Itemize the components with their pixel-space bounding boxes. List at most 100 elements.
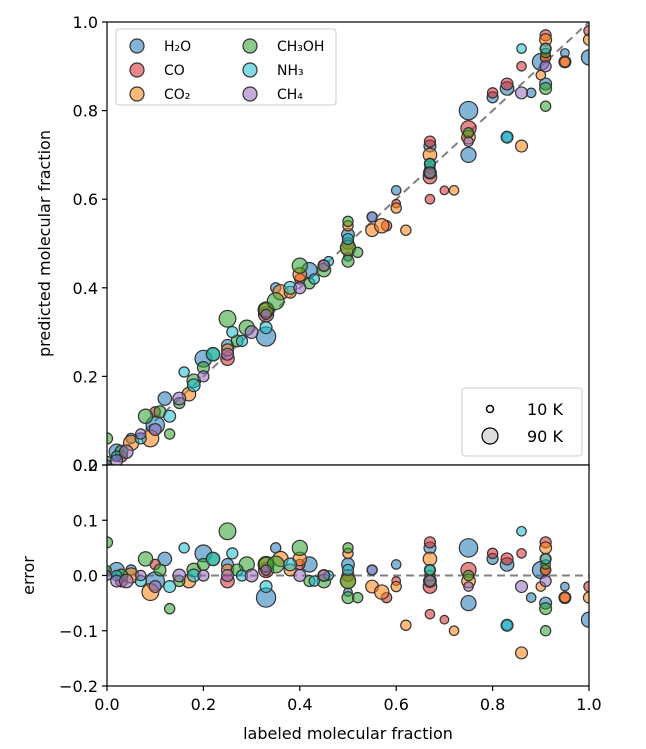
size-legend-label-large: 90 K [527, 427, 563, 446]
error-point-s0-p20 [580, 611, 589, 628]
error-point-s5-p3 [135, 569, 147, 582]
size-legend-marker-large [481, 427, 499, 445]
point-s5-p4 [148, 423, 162, 437]
bottom-y-axis-label: error [19, 556, 38, 595]
point-s5-p6 [197, 370, 210, 383]
error-point-s3-p21 [462, 569, 475, 582]
point-s5-p12 [366, 211, 378, 223]
x-tick-label: 0.0 [94, 695, 119, 714]
point-s3-p25 [163, 428, 176, 440]
error-point-s3-p23 [539, 625, 552, 637]
point-s2-p15 [448, 185, 460, 196]
point-s3-p23 [539, 100, 552, 112]
point-s5-p3 [135, 428, 147, 440]
error-point-s5-p5 [172, 568, 187, 583]
point-s0-p3 [157, 391, 173, 406]
point-s1-p9 [424, 193, 436, 205]
point-s5-p15 [514, 86, 529, 100]
legend-label-1: CO [164, 63, 185, 79]
point-s3-p11 [266, 292, 285, 311]
color-legend-box [115, 28, 337, 106]
point-s0-p14 [460, 146, 477, 164]
point-s2-p25 [535, 69, 547, 81]
bottom-y-tick-label: −0.2 [59, 677, 98, 696]
point-s4-p2 [163, 409, 177, 423]
point-s3-p17 [341, 254, 355, 268]
point-s1-p7 [423, 135, 437, 148]
x-tick-label: 1.0 [576, 695, 601, 714]
error-point-s5-p2 [118, 573, 134, 589]
point-s4-p13 [516, 43, 527, 54]
error-point-s5-p11 [317, 569, 331, 582]
point-s3-p15 [342, 215, 354, 228]
top-y-tick-label: 0.6 [73, 190, 98, 209]
top-y-axis-label: predicted molecular fraction [35, 130, 54, 357]
top-y-tick-label: 0.4 [73, 279, 98, 298]
error-point-s1-p19 [439, 614, 450, 625]
point-s4-p16 [226, 325, 239, 339]
point-s5-p2 [118, 444, 134, 460]
point-s3-p22 [539, 81, 553, 95]
point-s3-p3 [137, 408, 154, 425]
error-point-s5-p10 [293, 568, 307, 583]
error-point-s1-p16 [583, 580, 589, 593]
error-point-s3-p3 [137, 551, 154, 567]
error-point-s1-p7 [423, 536, 437, 549]
error-point-s4-p13 [516, 525, 527, 537]
point-s0-p11 [390, 185, 402, 196]
point-s4-p12 [500, 130, 514, 144]
error-point-s2-p24 [400, 619, 412, 631]
legend-marker-0 [129, 38, 145, 54]
point-s5-p10 [293, 281, 307, 295]
point-s2-p21 [559, 56, 571, 68]
error-point-s5-p6 [197, 569, 210, 582]
point-s2-p22 [582, 33, 589, 46]
bottom-y-ticks: −0.2 −0.1 0.0 0.1 0.2 [59, 456, 107, 696]
size-legend-label-small: 10 K [527, 400, 563, 419]
point-s4-p8 [308, 273, 320, 285]
point-s4-p4 [205, 346, 221, 362]
size-legend: 10 K 90 K [461, 387, 583, 457]
error-point-s5-p4 [148, 580, 162, 594]
error-point-s2-p13 [422, 551, 438, 567]
point-s5-p5 [172, 391, 187, 406]
error-point-s4-p4 [205, 551, 221, 567]
error-point-s3-p22 [539, 602, 553, 616]
error-point-s0-p11 [390, 559, 402, 570]
point-s5-p16 [539, 60, 552, 73]
point-s1-p12 [500, 77, 514, 91]
error-point-s1-p11 [486, 547, 499, 560]
bottom-panel: −0.2−0.10.00.10.2 0.0 0.2 0.4 0.6 0.8 1.0 err… [19, 456, 602, 743]
point-s2-p24 [400, 224, 412, 236]
error-point-s3-p15 [342, 542, 354, 554]
error-point-s1-p9 [424, 608, 436, 620]
error-point-s4-p11 [424, 564, 436, 576]
point-s4-p3 [186, 378, 201, 393]
bottom-axes-frame [106, 464, 590, 687]
point-s4-p5 [235, 334, 249, 348]
legend-label-4: NH₃ [277, 63, 304, 79]
point-s0-p20 [580, 49, 589, 66]
point-s4-p6 [259, 321, 273, 335]
x-tick-label: 0.6 [383, 695, 408, 714]
error-point-s1-p12 [500, 552, 514, 566]
error-point-s3-p18 [351, 591, 364, 604]
error-point-s5-p8 [244, 568, 259, 583]
error-point-s2-p18 [539, 541, 553, 555]
point-s5-p1 [110, 454, 124, 465]
error-point-s2-p11 [373, 584, 390, 600]
error-point-s3-p12 [291, 539, 308, 557]
error-point-s5-p9 [260, 564, 272, 576]
error-point-s4-p15 [178, 542, 190, 554]
legend-marker-1 [129, 62, 145, 78]
error-point-s5-p15 [514, 580, 529, 594]
point-s3-p8 [218, 309, 237, 328]
bottom-y-tick-label: 0.2 [73, 456, 98, 475]
error-point-s5-p13 [423, 574, 437, 588]
legend-marker-4 [242, 62, 258, 78]
error-point-s3-p8 [218, 522, 237, 541]
error-point-s3-p0 [107, 536, 114, 549]
error-point-s0-p13 [458, 538, 479, 558]
error-point-s4-p14 [539, 553, 552, 565]
